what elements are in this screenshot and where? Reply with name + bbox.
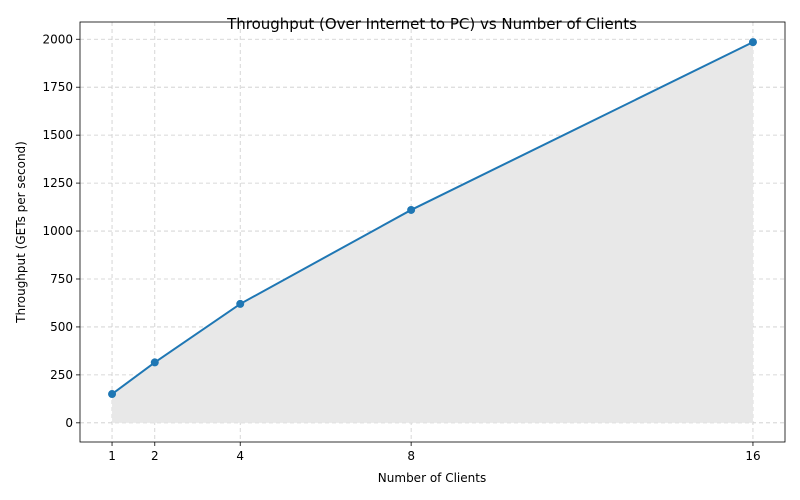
data-point — [407, 205, 416, 214]
x-tick-label: 16 — [745, 449, 760, 463]
y-tick-label: 2000 — [42, 32, 73, 46]
tick-layer: 0 250 500 750 1000 1250 1500 1750 2000 1 2 4 8 16 — [42, 32, 760, 463]
data-point — [236, 299, 245, 308]
chart-title: Throughput (Over Internet to PC) vs Numb… — [226, 15, 637, 33]
x-tick-label: 2 — [151, 449, 159, 463]
data-point — [748, 38, 757, 47]
y-tick-label: 1750 — [42, 80, 73, 94]
data-point — [108, 390, 117, 399]
y-tick-label: 0 — [65, 416, 73, 430]
y-tick-label: 1500 — [42, 128, 73, 142]
x-axis-label: Number of Clients — [378, 471, 486, 485]
area-fill — [112, 42, 753, 423]
data-point — [150, 358, 159, 367]
y-tick-label: 750 — [50, 272, 73, 286]
y-tick-label: 1250 — [42, 176, 73, 190]
plot-frame — [79, 21, 786, 443]
fill-layer — [112, 42, 753, 423]
x-tick-label: 4 — [236, 449, 244, 463]
y-tick-label: 500 — [50, 320, 73, 334]
x-tick-label: 8 — [407, 449, 415, 463]
y-tick-label: 1000 — [42, 224, 73, 238]
x-tick-label: 1 — [108, 449, 116, 463]
y-axis-label: Throughput (GETs per second) — [14, 141, 28, 324]
series-layer — [108, 38, 757, 399]
y-tick-label: 250 — [50, 368, 73, 382]
